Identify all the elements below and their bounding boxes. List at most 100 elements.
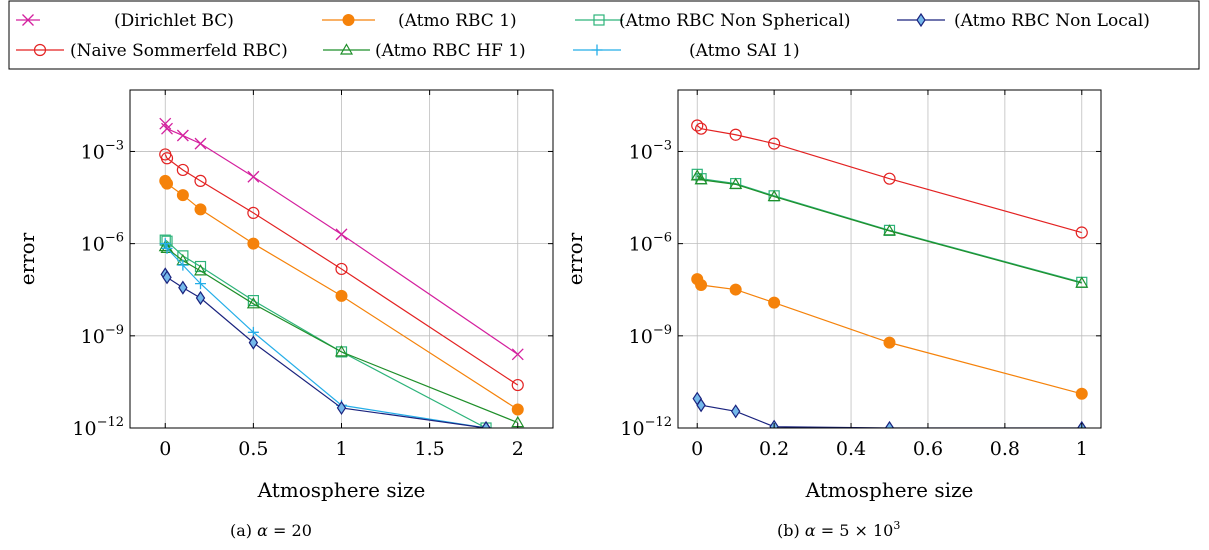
legend: (Dirichlet BC) (Atmo RBC 1) (Atmo RBC Non … — [8, 0, 1200, 70]
chart-a-point-atmo_rbc1 — [176, 189, 189, 202]
chart-b-point-atmo_rbc1 — [1075, 387, 1088, 400]
chart-a-point-atmo_sai1 — [161, 242, 173, 254]
chart-a-point-naive — [194, 174, 207, 188]
legend-label-atmo_rbc1: (Atmo RBC 1) — [398, 11, 517, 31]
chart-a-point-naive — [176, 163, 189, 177]
chart-a-point-atmo_nonlocal — [481, 420, 491, 428]
legend-marker-atmo_nonsph — [593, 14, 605, 26]
legend-marker-atmo_hf1 — [339, 43, 354, 55]
chart-a-point-atmo_sai1 — [177, 259, 189, 271]
chart-a-line-naive — [164, 154, 519, 386]
chart-b-xlabel: Atmosphere size — [805, 478, 974, 502]
chart-b-ytick-label: 10−9 — [629, 323, 672, 348]
legend-label-atmo_sai1: (Atmo SAI 1) — [689, 41, 800, 61]
chart-a-point-atmo_rbc1 — [511, 403, 524, 416]
chart-a-point-atmo_hf1 — [334, 345, 349, 357]
legend-marker-naive — [33, 43, 47, 57]
chart-a-point-atmo_nonlocal — [336, 400, 347, 416]
chart-b-point-naive — [694, 122, 708, 135]
chart-a-xtick-label: 2 — [512, 438, 524, 460]
chart-a-point-atmo_nonlocal — [162, 270, 172, 285]
chart-a-series — [158, 117, 525, 428]
chart-a-point-dirichlet — [335, 228, 348, 241]
chart-b-point-naive — [729, 128, 742, 141]
chart-a-point-dirichlet — [247, 170, 260, 183]
chart-a-point-atmo_hf1 — [158, 239, 172, 252]
legend-marker-atmo_rbc1 — [342, 14, 355, 26]
chart-b-point-atmo_hf1 — [729, 177, 743, 189]
chart-b-ytick-label: 10−6 — [629, 231, 672, 256]
captions: (a) α = 20 (b) α = 5 × 103 — [230, 519, 900, 540]
chart-a-point-atmo_sai1 — [195, 278, 206, 290]
chart-a-line-atmo_nonlocal — [164, 274, 487, 428]
legend-label-dirichlet: (Dirichlet BC) — [114, 11, 234, 31]
chart-a-point-atmo_hf1 — [193, 264, 208, 276]
chart-b-point-atmo_hf1 — [694, 173, 708, 185]
chart-a-ylabel: error — [15, 232, 39, 285]
chart-b-ytick-label: 10−12 — [620, 415, 672, 440]
chart-b-point-atmo_nonlocal — [730, 404, 741, 419]
legend-marker-dirichlet — [22, 14, 34, 26]
chart-a-point-atmo_rbc1 — [247, 237, 260, 250]
chart-a-point-naive — [247, 206, 260, 220]
chart-a-point-naive — [511, 378, 524, 392]
chart-b-point-atmo_rbc1 — [695, 279, 708, 292]
chart-b-xtick-label: 0 — [691, 438, 703, 460]
chart-a-point-atmo_rbc1 — [161, 177, 174, 190]
chart-a: 0 0.5 1 1.5 2 10−12 10−9 10−6 10−3 Atmosphere siz… — [15, 89, 554, 502]
chart-b-point-naive — [768, 137, 781, 150]
chart-b-ylabel: error — [563, 232, 587, 285]
chart-b-point-atmo_nonlocal — [696, 398, 706, 413]
chart-b-line-atmo_hf1 — [696, 175, 1082, 284]
chart-a-ytick-label: 10−12 — [72, 415, 124, 440]
chart-a-point-naive — [160, 152, 174, 165]
chart-a-point-atmo_rbc1 — [194, 203, 207, 216]
legend-label-atmo_nonlocal: (Atmo RBC Non Local) — [954, 11, 1150, 31]
chart-b-point-atmo_nonlocal — [884, 420, 895, 428]
chart-b-point-atmo_rbc1 — [768, 296, 781, 309]
chart-b-point-naive — [883, 172, 896, 185]
caption-b: (b) α = 5 × 103 — [777, 519, 900, 540]
legend-label-naive: (Naive Sommerfeld RBC) — [70, 41, 288, 61]
chart-b-point-atmo_hf1 — [1075, 276, 1089, 288]
chart-b-point-naive — [1075, 226, 1088, 239]
chart-a-xtick-label: 1.5 — [415, 438, 445, 460]
legend-label-atmo_nonsph: (Atmo RBC Non Spherical) — [619, 11, 851, 31]
chart-a-point-naive — [335, 262, 348, 276]
chart-b-point-naive — [691, 119, 704, 132]
chart-b-point-atmo_rbc1 — [729, 283, 742, 296]
chart-a-point-atmo_sai1 — [159, 238, 171, 250]
chart-a-point-atmo_nonlocal — [195, 290, 206, 306]
chart-a-xtick-label: 0 — [159, 438, 171, 460]
chart-b-point-atmo_hf1 — [767, 189, 781, 202]
chart-a-point-dirichlet — [176, 129, 189, 142]
chart-a-point-dirichlet — [161, 122, 173, 135]
legend-label-atmo_hf1: (Atmo RBC HF 1) — [375, 41, 526, 61]
chart-b-xtick-label: 0.8 — [990, 438, 1020, 460]
chart-b-point-atmo_rbc1 — [883, 336, 896, 349]
chart-a-xtick-label: 1 — [335, 438, 347, 460]
chart-a-ytick-label: 10−3 — [81, 138, 124, 163]
chart-a-xtick-label: 0.5 — [238, 438, 268, 460]
chart-a-point-dirichlet — [194, 137, 207, 150]
chart-a-ytick-label: 10−6 — [81, 231, 124, 256]
chart-b-series — [690, 119, 1089, 428]
caption-a: (a) α = 20 — [230, 521, 312, 540]
chart-a-point-atmo_hf1 — [246, 297, 260, 309]
chart-a-point-atmo_nonlocal — [248, 335, 259, 350]
legend-box — [8, 0, 1200, 70]
chart-a-point-atmo_rbc1 — [335, 289, 348, 302]
chart-b-frame — [677, 89, 1102, 429]
chart-b-line-atmo_rbc1 — [696, 278, 1082, 395]
legend-marker-atmo_nonlocal — [916, 12, 926, 28]
chart-b-ytick-label: 10−3 — [629, 138, 672, 163]
chart-b-xtick-label: 0.4 — [836, 438, 866, 460]
chart-b: 0 0.2 0.4 0.6 0.8 1 10−12 10−9 10−6 10−3 Atmospher… — [563, 89, 1102, 502]
legend-marker-atmo_sai1 — [591, 44, 603, 56]
chart-a-line-atmo_nonsph — [164, 239, 487, 428]
chart-b-xtick-label: 0.6 — [913, 438, 943, 460]
chart-b-line-naive — [696, 125, 1082, 234]
chart-a-ytick-label: 10−9 — [81, 323, 124, 348]
chart-a-point-dirichlet — [511, 348, 524, 361]
